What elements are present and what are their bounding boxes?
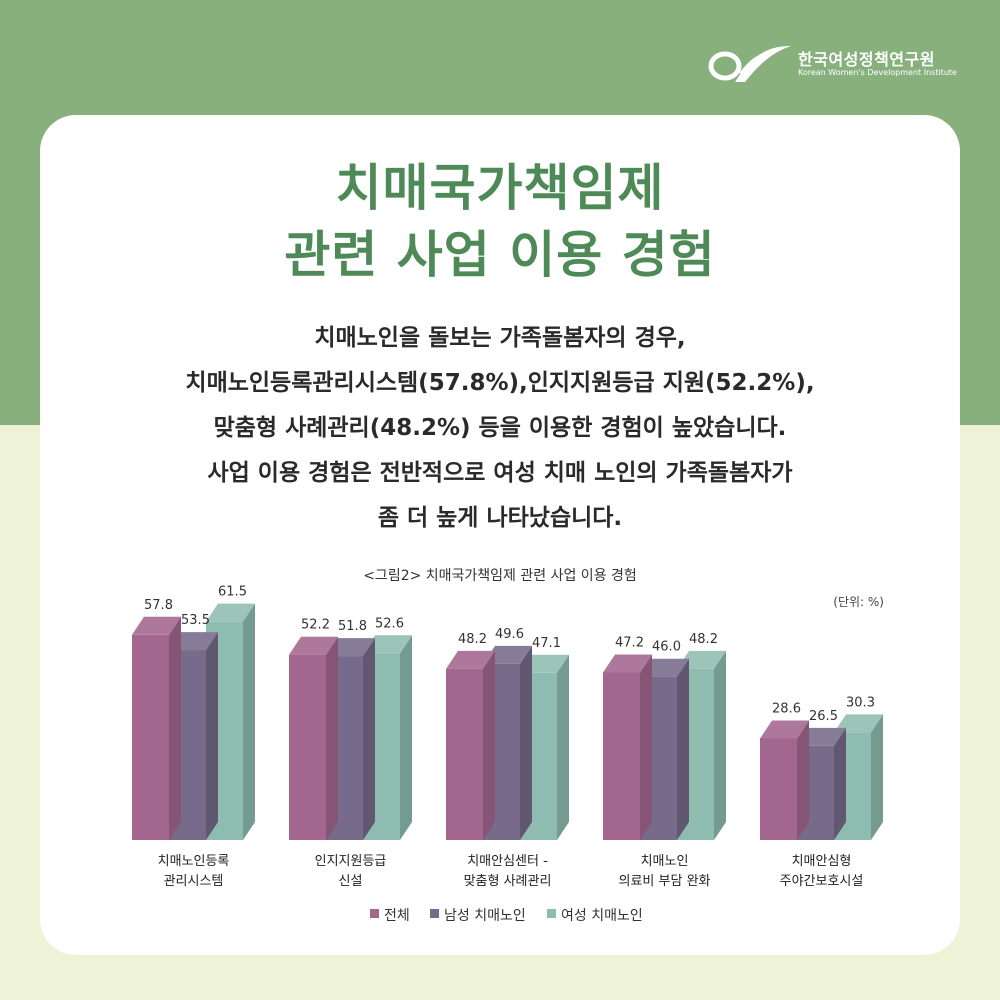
- bar-top: [132, 616, 181, 635]
- bar-side: [400, 635, 412, 840]
- bar: [132, 634, 169, 840]
- bar-top: [797, 727, 846, 746]
- category-label: 인지지원등급: [315, 854, 387, 869]
- page-title-line-1: 치매국가책임제: [335, 159, 665, 217]
- body-text-line: 치매노인을 돌보는 가족돌봄자의 경우,: [314, 325, 686, 351]
- bar-top: [446, 650, 495, 669]
- bar-top: [289, 636, 338, 655]
- category-label: 신설: [339, 874, 363, 889]
- bar: [760, 738, 797, 840]
- brand-logo: 한국여성정책연구원 Korean Women's Development Ins…: [705, 42, 970, 86]
- category-label: 치매안심형: [792, 854, 852, 869]
- brand-name-ko: 한국여성정책연구원: [798, 50, 935, 69]
- bar-top: [483, 645, 532, 664]
- bar-top: [326, 638, 375, 657]
- bar-side: [640, 654, 652, 840]
- legend-label: 전체: [384, 908, 410, 924]
- bar-side: [363, 638, 375, 840]
- chart-unit: (단위: %): [833, 595, 884, 609]
- bar-side: [871, 714, 883, 840]
- bar-side: [243, 603, 255, 840]
- legend-swatch: [430, 909, 439, 918]
- bar: [603, 672, 640, 840]
- bar-top: [834, 714, 883, 733]
- bar-top: [520, 654, 569, 673]
- data-label: 51.8: [338, 619, 367, 634]
- legend-swatch: [547, 909, 556, 918]
- category-label: 치매안심센터 -: [467, 854, 548, 869]
- bar-top: [677, 650, 726, 669]
- bar-side: [797, 720, 809, 840]
- data-label: 47.2: [615, 635, 644, 650]
- data-label: 48.2: [689, 632, 718, 647]
- category-label: 관리시스템: [164, 874, 224, 889]
- category-label: 치매노인등록: [158, 854, 230, 869]
- bar-side: [714, 650, 726, 840]
- bar: [289, 654, 326, 840]
- body-text-line: 좀 더 높게 나타났습니다.: [377, 505, 623, 531]
- data-label: 57.8: [144, 598, 173, 613]
- brand-name-en: Korean Women's Development Institute: [798, 68, 957, 77]
- data-label: 47.1: [532, 636, 561, 651]
- data-label: 48.2: [458, 632, 487, 647]
- body-text-line: 치매노인등록관리시스템(57.8%),인지지원등급 지원(52.2%),: [185, 370, 815, 396]
- bar-side: [326, 636, 338, 840]
- data-label: 52.2: [301, 618, 330, 633]
- data-label: 53.5: [181, 613, 210, 628]
- body-text-line: 맞춤형 사례관리(48.2%) 등을 이용한 경험이 높았습니다.: [213, 415, 787, 441]
- bar-side: [677, 658, 689, 840]
- body-text-line: 사업 이용 경험은 전반적으로 여성 치매 노인의 가족돌봄자가: [207, 460, 793, 486]
- category-label: 치매노인: [641, 854, 689, 869]
- bar-side: [483, 650, 495, 840]
- data-label: 61.5: [218, 585, 247, 600]
- category-label: 의료비 부담 완화: [619, 874, 711, 889]
- bar-top: [169, 632, 218, 651]
- category-label: 주야간보호시설: [780, 874, 864, 889]
- bar-side: [834, 727, 846, 840]
- bar-top: [640, 658, 689, 677]
- data-label: 49.6: [495, 627, 524, 642]
- logo-mark-icon: [708, 46, 791, 82]
- data-label: 46.0: [652, 640, 681, 655]
- data-label: 26.5: [809, 709, 838, 724]
- category-label: 맞춤형 사례관리: [464, 874, 552, 889]
- bar-side: [169, 616, 181, 840]
- bar-top: [603, 654, 652, 673]
- legend-swatch: [370, 909, 379, 918]
- legend-label: 여성 치매노인: [561, 908, 643, 924]
- data-label: 52.6: [375, 616, 404, 631]
- bar-side: [206, 632, 218, 840]
- bar-top: [363, 635, 412, 654]
- bar-top: [760, 720, 809, 739]
- bar: [446, 668, 483, 840]
- data-label: 28.6: [772, 701, 801, 716]
- legend-label: 남성 치매노인: [444, 908, 526, 924]
- bar-side: [520, 645, 532, 840]
- bar-top: [206, 603, 255, 622]
- data-label: 30.3: [846, 695, 875, 710]
- bar-side: [557, 654, 569, 840]
- chart-title: <그림2> 치매국가책임제 관련 사업 이용 경험: [363, 568, 637, 584]
- page-title-line-2: 관련 사업 이용 경험: [284, 226, 716, 284]
